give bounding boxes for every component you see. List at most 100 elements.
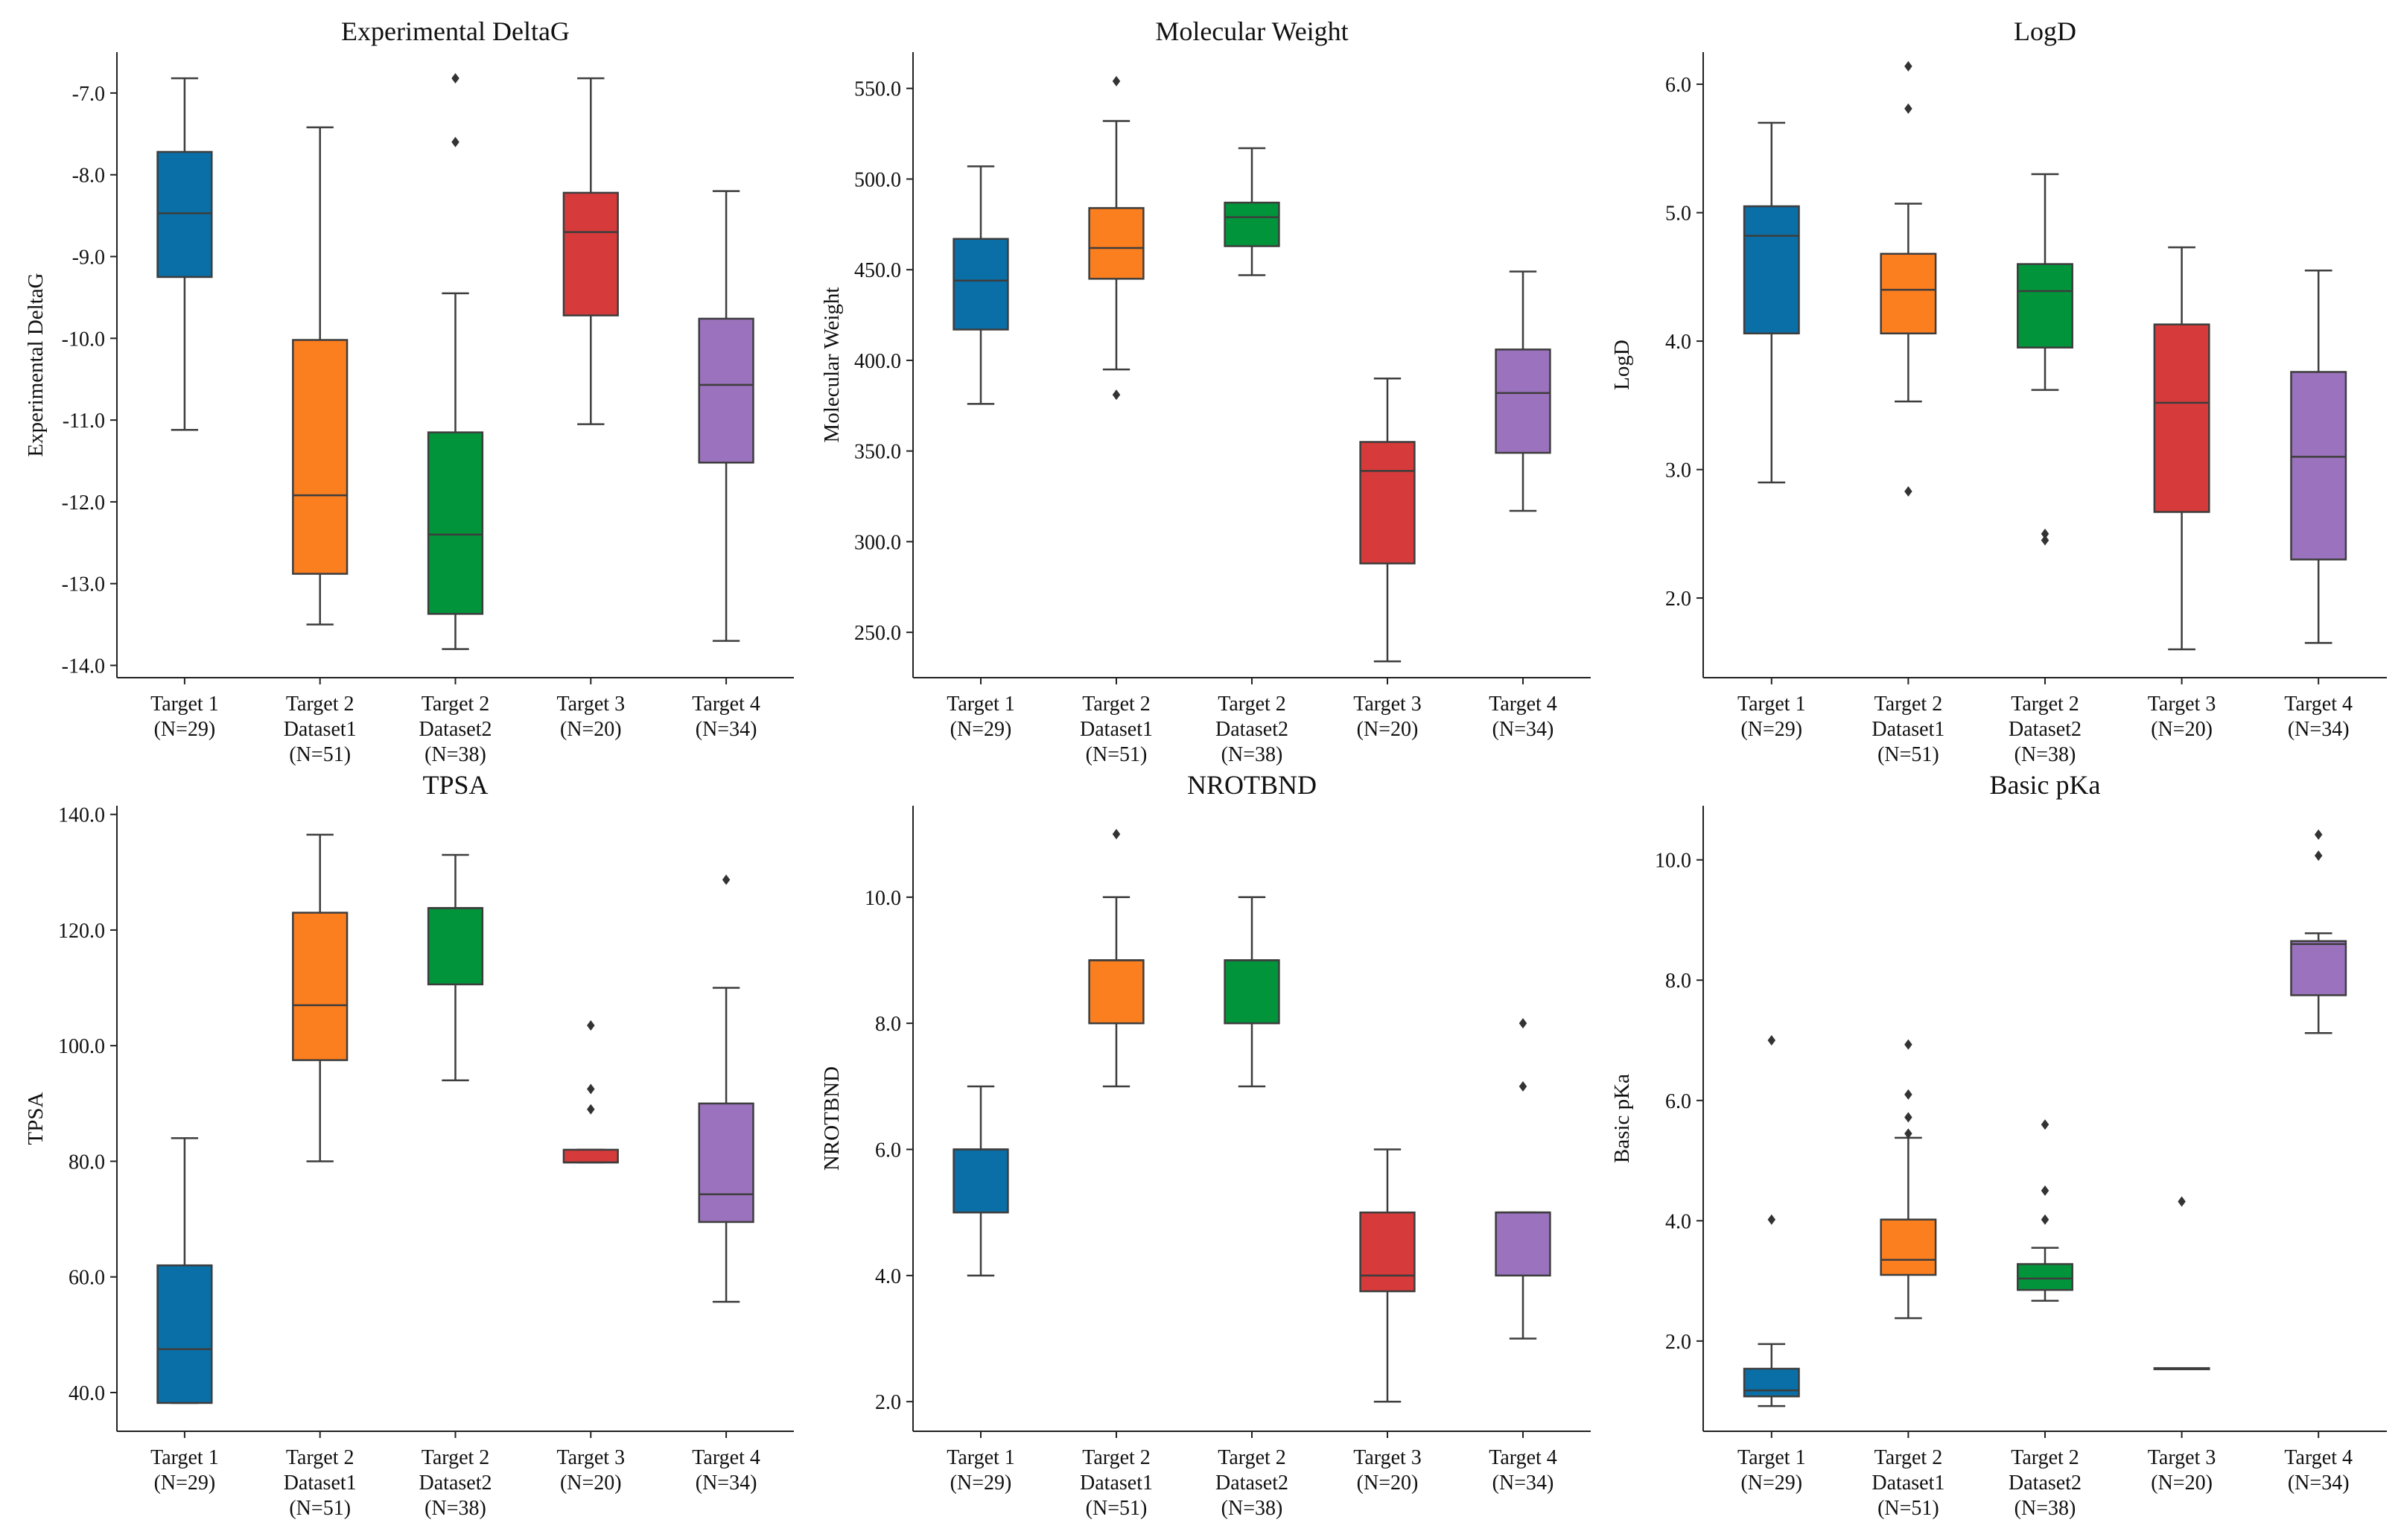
x-tick-label: Target 2 Dataset1 (N=51)	[284, 693, 357, 766]
outlier-point	[1904, 60, 1912, 71]
iqr-box	[562, 1148, 619, 1164]
iqr-box	[1359, 441, 1416, 564]
x-tick-label: Target 2 Dataset1 (N=51)	[284, 1446, 357, 1520]
x-tick-label-line: (N=20)	[2151, 1471, 2213, 1495]
x-tick-label: Target 2 Dataset2 (N=38)	[2009, 693, 2082, 766]
panel-basic-pka: Basic pKa Basic pKa 2.0 4.0 6.0 8.0 10.0 Target…	[1610, 770, 2387, 1520]
chart-title: Molecular Weight	[1155, 16, 1348, 46]
y-tick-label: 8.0	[1665, 970, 1691, 993]
x-tick-label-line: (N=34)	[696, 718, 757, 741]
box-logd-2	[1880, 60, 1937, 497]
iqr-box	[2153, 323, 2210, 513]
y-tick-label: 2.0	[1665, 1331, 1691, 1354]
outlier-point	[587, 1104, 595, 1115]
iqr-box	[1224, 201, 1280, 247]
outlier-point	[1112, 75, 1121, 86]
outlier-point	[2041, 528, 2049, 539]
panel-tpsa: TPSA TPSA 40.0 60.0 80.0 100.0 120.0 140.0 Targe…	[24, 770, 794, 1520]
y-axis-label: Basic pKa	[1610, 1074, 1634, 1163]
iqr-box	[156, 150, 213, 279]
x-tick-label: Target 2 Dataset2 (N=38)	[1215, 1446, 1288, 1520]
box-logd-5	[2290, 269, 2347, 644]
x-tick-label-line: Target 3	[2148, 693, 2216, 716]
outlier-point	[1112, 389, 1121, 401]
box-basic-pka-3	[2017, 1119, 2073, 1302]
y-tick-label: 40.0	[69, 1382, 105, 1405]
y-tick-label: -7.0	[72, 83, 105, 106]
y-tick-label: 550.0	[854, 78, 901, 101]
y-tick-label: 4.0	[1665, 1210, 1691, 1233]
x-tick-label: Target 1 (N=29)	[1737, 693, 1806, 741]
x-tick-label-line: Target 1	[1737, 693, 1806, 716]
iqr-box	[1743, 1367, 1800, 1398]
x-tick-label-line: Dataset1	[1080, 1471, 1153, 1495]
x-tick-label: Target 3 (N=20)	[1353, 1446, 1422, 1495]
box-molecular-weight-1	[953, 165, 1009, 405]
box-basic-pka-2	[1880, 1039, 1937, 1320]
outlier-point	[1767, 1035, 1776, 1046]
x-tick-label-line: Target 3	[556, 1446, 625, 1469]
x-tick-label: Target 1 (N=29)	[150, 1446, 219, 1495]
box-molecular-weight-4	[1359, 378, 1416, 663]
x-tick-label-line: (N=34)	[696, 1471, 757, 1495]
iqr-box	[1224, 959, 1280, 1025]
x-tick-label-line: Dataset1	[284, 718, 357, 741]
x-tick-label-line: Target 2	[1874, 693, 1943, 716]
y-tick-label: 5.0	[1665, 203, 1691, 226]
x-tick-label: Target 3 (N=20)	[556, 693, 625, 741]
iqr-box	[953, 1148, 1009, 1214]
box-nrotbnd-3	[1224, 896, 1280, 1088]
x-tick-label: Target 1 (N=29)	[947, 1446, 1015, 1495]
iqr-box	[2290, 371, 2347, 561]
box-tpsa-3	[427, 853, 484, 1082]
box-logd-3	[2017, 173, 2073, 546]
x-tick-label: Target 4 (N=34)	[1489, 1446, 1557, 1495]
y-tick-label: 250.0	[854, 622, 901, 645]
outlier-point	[1904, 1128, 1912, 1139]
y-tick-label: 2.0	[1665, 588, 1691, 611]
y-tick-label: 350.0	[854, 441, 901, 464]
x-tick-label-line: Target 4	[1489, 693, 1557, 716]
box-nrotbnd-1	[953, 1085, 1009, 1277]
y-axis-label: NROTBND	[820, 1066, 844, 1171]
outlier-point	[722, 874, 731, 885]
x-tick-label-line: (N=38)	[2014, 743, 2076, 766]
outlier-point	[2041, 1185, 2049, 1196]
x-tick-label-line: Dataset1	[1080, 718, 1153, 741]
box-nrotbnd-2	[1088, 829, 1145, 1088]
x-tick-label-line: Target 1	[1737, 1446, 1806, 1469]
iqr-box	[698, 317, 754, 464]
x-tick-label-line: Dataset2	[1215, 718, 1288, 741]
iqr-box	[698, 1102, 754, 1224]
x-tick-label: Target 4 (N=34)	[1489, 693, 1557, 741]
x-tick-label-line: (N=38)	[424, 743, 486, 766]
outlier-point	[1904, 486, 1912, 497]
iqr-box	[1088, 207, 1145, 280]
panel-experimental-deltag: Experimental DeltaG Experimental DeltaG -7…	[24, 16, 794, 766]
outlier-point	[587, 1020, 595, 1031]
y-tick-label: 10.0	[865, 887, 901, 910]
iqr-box	[1880, 1218, 1937, 1276]
y-axis-label: LogD	[1610, 340, 1634, 390]
y-tick-label: 60.0	[69, 1267, 105, 1290]
y-tick-label: 120.0	[58, 920, 105, 943]
box-nrotbnd-5	[1495, 1018, 1551, 1340]
x-tick-label-line: (N=20)	[560, 718, 622, 741]
x-tick-label-line: Dataset2	[419, 1471, 492, 1495]
x-tick-label-line: (N=20)	[1357, 718, 1419, 741]
y-tick-label: -13.0	[62, 573, 105, 596]
x-tick-label-line: (N=29)	[1740, 1471, 1802, 1495]
outlier-point	[451, 73, 459, 84]
box-tpsa-4	[562, 1020, 619, 1164]
x-tick-label-line: (N=20)	[1357, 1471, 1419, 1495]
y-tick-label: 80.0	[69, 1151, 105, 1174]
x-tick-label: Target 2 Dataset1 (N=51)	[1871, 693, 1944, 766]
box-molecular-weight-3	[1224, 147, 1280, 276]
y-tick-label: 400.0	[854, 350, 901, 373]
iqr-box	[953, 238, 1009, 331]
y-tick-label: 10.0	[1655, 850, 1691, 873]
iqr-box	[292, 911, 349, 1061]
box-basic-pka-4	[2153, 1196, 2210, 1370]
